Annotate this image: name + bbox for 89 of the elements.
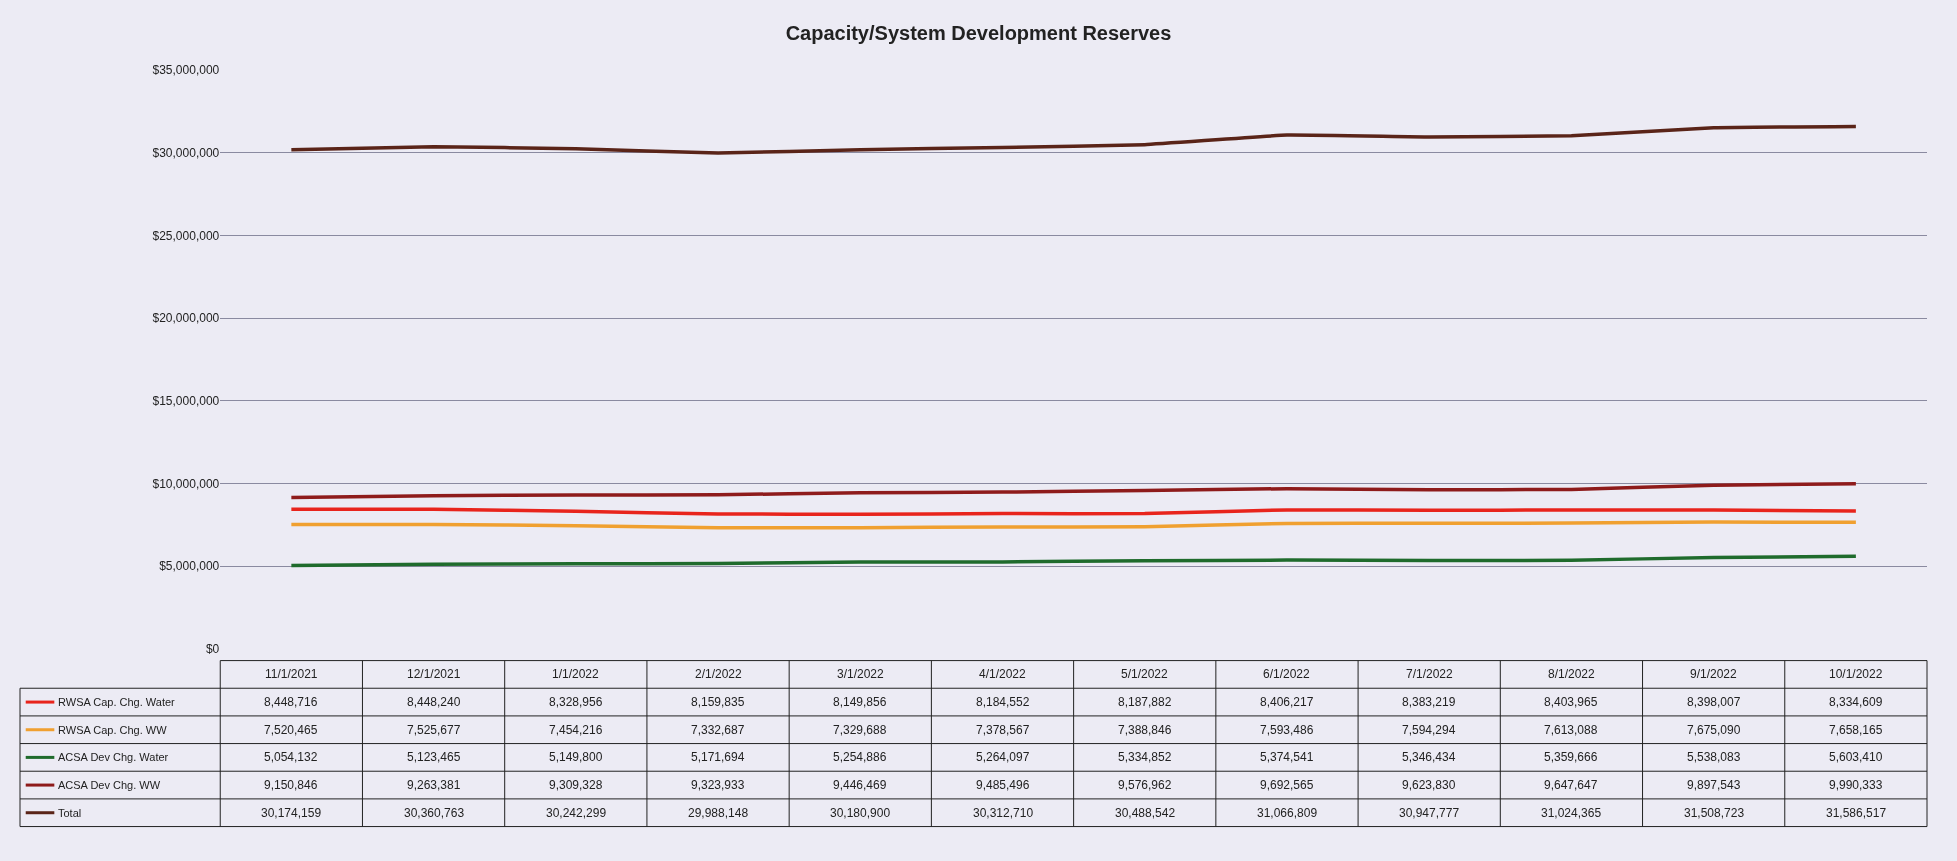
data-label: 31,066,809 xyxy=(1257,806,1318,820)
data-label: 31,586,517 xyxy=(1826,806,1887,820)
data-label: 7,520,465 xyxy=(264,723,318,737)
legend-label: RWSA Cap. Chg. WW xyxy=(58,724,168,736)
data-label: 5,538,083 xyxy=(1687,750,1741,764)
data-label: 30,360,763 xyxy=(404,806,465,820)
chart-title: Capacity/System Development Reserves xyxy=(785,21,1172,44)
y-tick-label: $30,000,000 xyxy=(152,145,220,160)
x-tick-label: 8/1/2022 xyxy=(1548,667,1596,681)
data-label: 7,675,090 xyxy=(1687,723,1741,737)
data-label: 30,174,159 xyxy=(261,806,322,820)
legend-label: Total xyxy=(58,807,82,819)
data-label: 30,947,777 xyxy=(1399,806,1460,820)
x-tick-label: 9/1/2022 xyxy=(1690,667,1738,681)
line-series xyxy=(289,481,1858,500)
y-tick-label: $10,000,000 xyxy=(152,476,220,491)
data-label: 5,264,097 xyxy=(976,750,1030,764)
data-label: 9,150,846 xyxy=(264,778,318,792)
x-tick-label: 5/1/2022 xyxy=(1121,667,1169,681)
data-label: 7,388,846 xyxy=(1118,723,1172,737)
y-tick-label: $0 xyxy=(205,642,220,657)
data-label: 8,448,240 xyxy=(407,695,461,709)
data-label: 9,576,962 xyxy=(1118,778,1172,792)
y-tick-label: $35,000,000 xyxy=(152,63,220,78)
data-label: 9,647,647 xyxy=(1544,778,1598,792)
x-tick-label: 11/1/2021 xyxy=(265,667,318,681)
data-label: 5,054,132 xyxy=(264,750,318,764)
data-label: 8,448,716 xyxy=(264,695,318,709)
data-label: 31,508,723 xyxy=(1684,806,1745,820)
data-label: 7,525,677 xyxy=(407,723,461,737)
data-label: 9,990,333 xyxy=(1829,778,1883,792)
data-label: 8,403,965 xyxy=(1544,695,1598,709)
data-label: 30,488,542 xyxy=(1115,806,1176,820)
y-tick-label: $15,000,000 xyxy=(152,394,220,409)
data-label: 29,988,148 xyxy=(688,806,749,820)
data-label: 5,603,410 xyxy=(1829,750,1883,764)
data-label: 9,623,830 xyxy=(1402,778,1456,792)
x-tick-label: 4/1/2022 xyxy=(979,667,1027,681)
data-label: 9,323,933 xyxy=(691,778,745,792)
data-label: 5,359,666 xyxy=(1544,750,1598,764)
data-label: 8,398,007 xyxy=(1687,695,1741,709)
data-label: 30,242,299 xyxy=(546,806,607,820)
legend-label: ACSA Dev Chg. Water xyxy=(58,751,169,763)
data-label: 9,692,565 xyxy=(1260,778,1314,792)
data-label: 9,263,381 xyxy=(407,778,461,792)
x-tick-label: 10/1/2022 xyxy=(1829,667,1883,681)
x-tick-label: 12/1/2021 xyxy=(407,667,461,681)
data-label: 7,332,687 xyxy=(691,723,745,737)
data-label: 30,180,900 xyxy=(830,806,891,820)
data-label: 8,149,856 xyxy=(833,695,887,709)
x-tick-label: 1/1/2022 xyxy=(552,667,600,681)
data-label: 31,024,365 xyxy=(1541,806,1602,820)
data-label: 5,334,852 xyxy=(1118,750,1172,764)
data-label: 8,406,217 xyxy=(1260,695,1314,709)
data-label: 8,334,609 xyxy=(1829,695,1883,709)
line-series xyxy=(289,124,1858,155)
data-label: 8,328,956 xyxy=(549,695,603,709)
data-label: 7,594,294 xyxy=(1402,723,1456,737)
x-tick-label: 3/1/2022 xyxy=(837,667,885,681)
data-label: 5,374,541 xyxy=(1260,750,1314,764)
y-tick-label: $20,000,000 xyxy=(152,311,220,326)
data-label: 5,149,800 xyxy=(549,750,603,764)
data-label: 7,658,165 xyxy=(1829,723,1883,737)
data-label: 5,171,694 xyxy=(691,750,745,764)
data-label: 7,593,486 xyxy=(1260,723,1314,737)
data-label: 7,329,688 xyxy=(833,723,887,737)
data-label: 7,378,567 xyxy=(976,723,1030,737)
legend-label: RWSA Cap. Chg. Water xyxy=(58,696,176,708)
data-label: 5,346,434 xyxy=(1402,750,1456,764)
x-tick-label: 7/1/2022 xyxy=(1406,667,1454,681)
data-label: 9,446,469 xyxy=(833,778,887,792)
data-label: 8,184,552 xyxy=(976,695,1030,709)
y-tick-label: $25,000,000 xyxy=(152,228,220,243)
data-label: 9,897,543 xyxy=(1687,778,1741,792)
data-label: 9,485,496 xyxy=(976,778,1030,792)
line-series xyxy=(289,554,1858,568)
data-label: 8,187,882 xyxy=(1118,695,1172,709)
data-label: 9,309,328 xyxy=(549,778,603,792)
y-tick-label: $5,000,000 xyxy=(159,559,220,574)
data-label: 8,159,835 xyxy=(691,695,745,709)
legend-label: ACSA Dev Chg. WW xyxy=(58,779,161,791)
data-label: 5,123,465 xyxy=(407,750,461,764)
data-label: 30,312,710 xyxy=(973,806,1034,820)
data-label: 7,454,216 xyxy=(549,723,603,737)
data-label: 8,383,219 xyxy=(1402,695,1456,709)
data-label: 7,613,088 xyxy=(1544,723,1598,737)
x-tick-label: 6/1/2022 xyxy=(1263,667,1311,681)
data-label: 5,254,886 xyxy=(833,750,887,764)
x-tick-label: 2/1/2022 xyxy=(695,667,743,681)
